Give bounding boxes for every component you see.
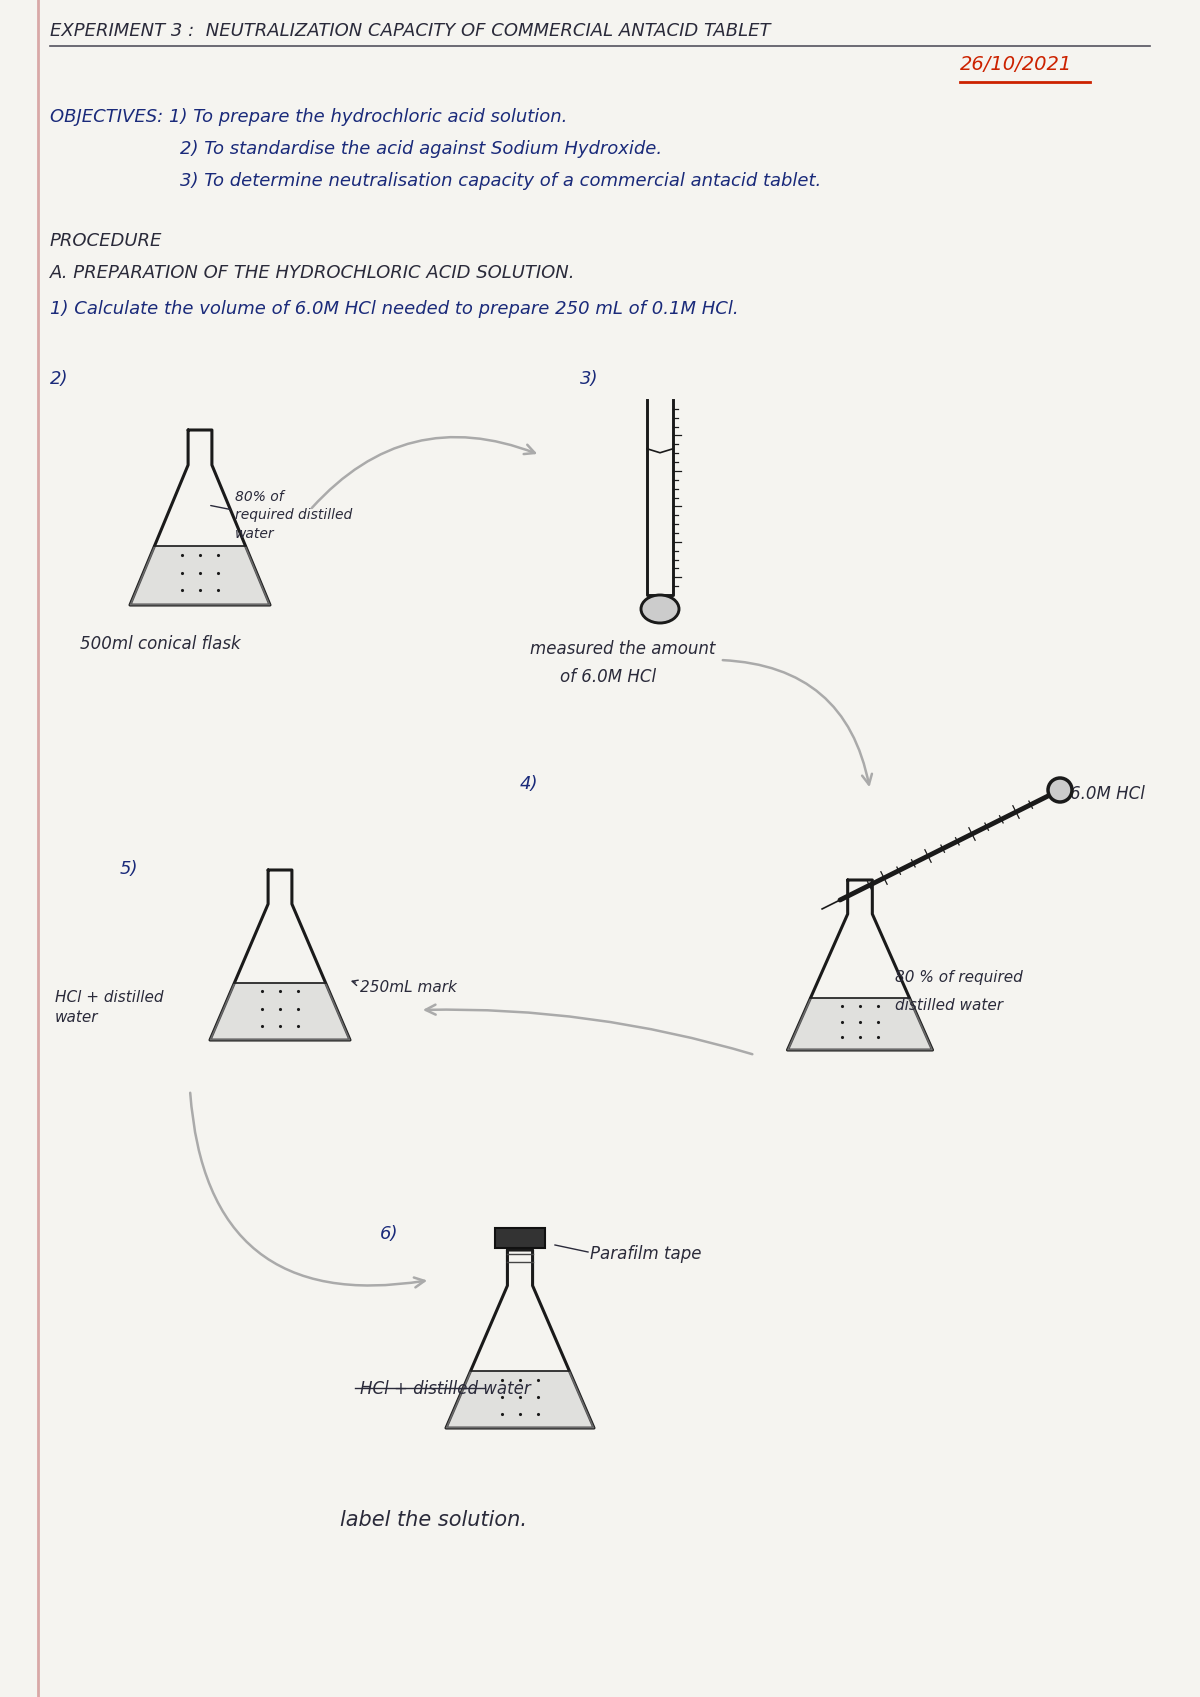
Text: 80 % of required: 80 % of required [895,971,1022,984]
Text: OBJECTIVES: 1) To prepare the hydrochloric acid solution.: OBJECTIVES: 1) To prepare the hydrochlor… [50,109,568,126]
Text: HCl + distilled
water: HCl + distilled water [55,989,163,1025]
Text: 80% of
required distilled
water: 80% of required distilled water [235,490,353,541]
Text: 250mL mark: 250mL mark [360,979,457,994]
Text: 5): 5) [120,860,138,877]
Polygon shape [210,983,350,1040]
Text: 3): 3) [580,370,599,389]
Text: 4): 4) [520,776,539,792]
Text: 6.0M HCl: 6.0M HCl [1070,786,1145,803]
Text: 3) To determine neutralisation capacity of a commercial antacid tablet.: 3) To determine neutralisation capacity … [180,171,821,190]
Text: 500ml conical flask: 500ml conical flask [80,635,241,653]
Text: 6): 6) [380,1225,398,1242]
Polygon shape [787,998,932,1050]
Text: 2): 2) [50,370,68,389]
Text: 1) Calculate the volume of 6.0M HCl needed to prepare 250 mL of 0.1M HCl.: 1) Calculate the volume of 6.0M HCl need… [50,300,739,317]
Text: 26/10/2021: 26/10/2021 [960,54,1073,75]
Text: of 6.0M HCl: of 6.0M HCl [560,669,656,686]
Text: A. PREPARATION OF THE HYDROCHLORIC ACID SOLUTION.: A. PREPARATION OF THE HYDROCHLORIC ACID … [50,265,576,282]
Text: label the solution.: label the solution. [340,1510,527,1531]
Text: measured the amount: measured the amount [530,640,715,658]
Ellipse shape [641,596,679,623]
Text: distilled water: distilled water [895,998,1003,1013]
Text: EXPERIMENT 3 :  NEUTRALIZATION CAPACITY OF COMMERCIAL ANTACID TABLET: EXPERIMENT 3 : NEUTRALIZATION CAPACITY O… [50,22,770,41]
Circle shape [1048,777,1072,803]
Polygon shape [446,1371,594,1427]
Bar [494,1229,545,1247]
Text: 2) To standardise the acid against Sodium Hydroxide.: 2) To standardise the acid against Sodiu… [180,139,662,158]
Text: HCl + distilled water: HCl + distilled water [360,1380,530,1398]
Text: Parafilm tape: Parafilm tape [590,1246,702,1263]
Polygon shape [130,546,270,606]
Text: PROCEDURE: PROCEDURE [50,232,162,249]
